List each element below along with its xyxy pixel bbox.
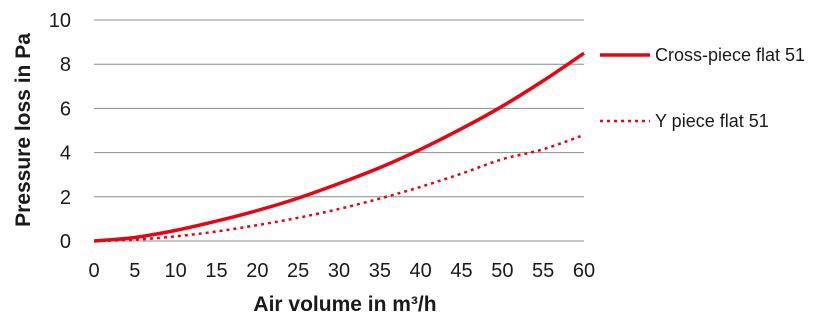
x-tick-label: 50 — [491, 260, 513, 282]
x-tick-label: 25 — [287, 260, 309, 282]
x-tick-label: 20 — [246, 260, 268, 282]
series-layer — [93, 51, 585, 243]
x-tick-label: 30 — [328, 260, 350, 282]
x-tick-label: 60 — [573, 260, 595, 282]
x-tick-label: 55 — [532, 260, 554, 282]
x-tick-label: 10 — [165, 260, 187, 282]
y-tick-label: 0 — [60, 231, 71, 253]
legend: Cross-piece flat 51 Y piece flat 51 — [600, 45, 805, 131]
y-tick-label: 2 — [60, 187, 71, 209]
legend-label-1: Cross-piece flat 51 — [655, 45, 805, 65]
x-axis-title: Air volume in m³/h — [253, 293, 436, 316]
y-axis-title: Pressure loss in Pa — [12, 33, 35, 227]
x-tick-label: 15 — [205, 260, 227, 282]
x-axis-ticks: 0 5 10 15 20 25 30 35 40 45 50 55 60 — [88, 260, 595, 282]
x-tick-label: 40 — [410, 260, 432, 282]
series-line-2 — [93, 133, 585, 243]
x-tick-label: 5 — [129, 260, 140, 282]
grid-lines — [94, 19, 584, 242]
y-tick-label: 6 — [60, 98, 71, 120]
x-tick-label: 0 — [88, 260, 99, 282]
x-tick-label: 35 — [369, 260, 391, 282]
legend-label-2: Y piece flat 51 — [655, 111, 769, 131]
y-tick-label: 8 — [60, 54, 71, 76]
y-tick-label: 10 — [49, 10, 71, 32]
y-tick-label: 4 — [60, 143, 71, 165]
x-tick-label: 45 — [450, 260, 472, 282]
series-line-1 — [93, 51, 585, 243]
y-axis-ticks: 0 2 4 6 8 10 — [49, 10, 71, 253]
